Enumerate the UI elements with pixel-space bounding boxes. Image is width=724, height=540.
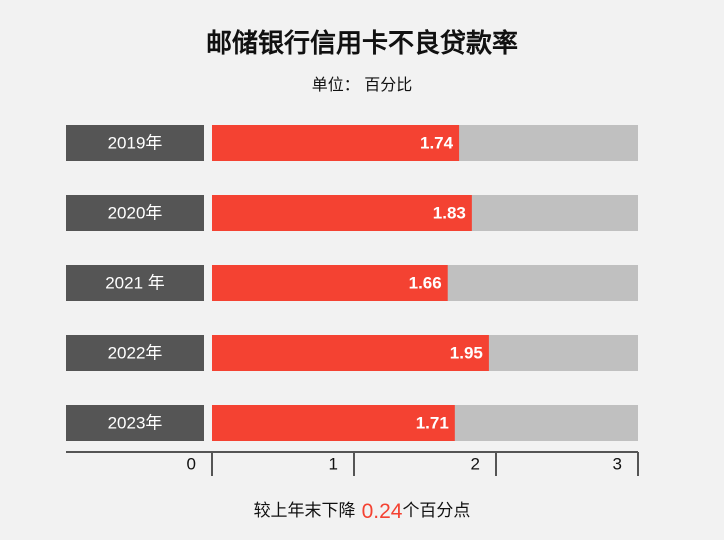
bar <box>212 125 460 161</box>
bar <box>212 335 489 371</box>
value-label: 1.66 <box>409 273 442 292</box>
category-label: 2019年 <box>108 133 163 152</box>
value-label: 1.83 <box>433 203 466 222</box>
chart-subtitle: 单位： 百分比 <box>312 76 412 94</box>
category-box <box>66 125 204 161</box>
category-box <box>66 195 204 231</box>
x-tick-label: 3 <box>613 454 622 473</box>
footnote-highlight: 0.24 <box>362 500 403 523</box>
x-tick-label: 1 <box>329 454 338 473</box>
value-label: 1.71 <box>416 413 449 432</box>
x-tick-label: 0 <box>187 454 196 473</box>
category-label: 2022年 <box>108 343 163 362</box>
bar <box>212 405 455 441</box>
category-box <box>66 265 204 301</box>
bar <box>212 195 472 231</box>
chart-title: 邮储银行信用卡不良贷款率 <box>206 28 518 58</box>
value-label: 1.74 <box>420 133 454 152</box>
footnote-text: 个百分点 <box>402 501 470 520</box>
value-label: 1.95 <box>450 343 483 362</box>
x-tick-label: 2 <box>471 454 480 473</box>
category-box <box>66 405 204 441</box>
category-label: 2020年 <box>108 203 163 222</box>
footnote-text: 较上年末下降 <box>254 501 356 520</box>
footnote: 较上年末下降 0.24个百分点 <box>254 500 471 523</box>
category-label: 2021 年 <box>105 273 165 292</box>
category-label: 2023年 <box>108 413 163 432</box>
bar <box>212 265 448 301</box>
category-box <box>66 335 204 371</box>
